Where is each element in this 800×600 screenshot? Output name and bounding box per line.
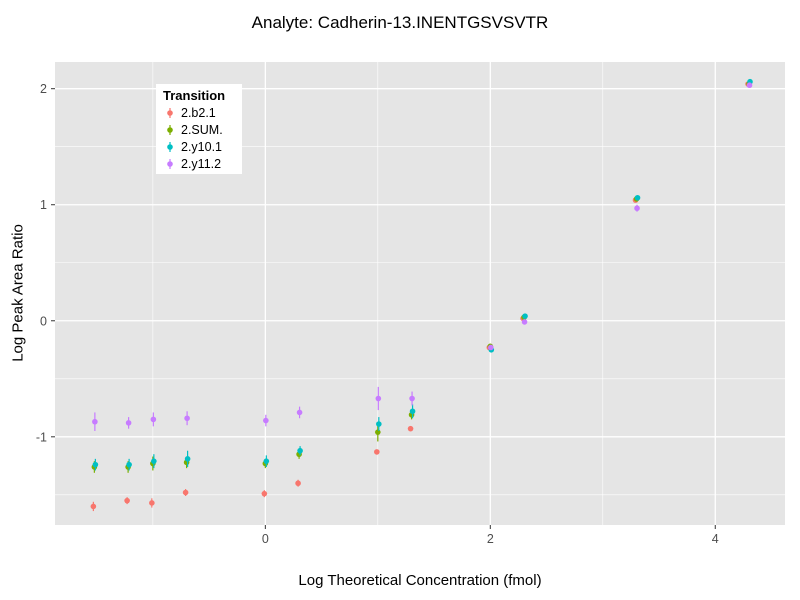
data-point [297, 447, 303, 454]
y-tick-label: 0 [40, 314, 47, 328]
data-point [149, 500, 155, 506]
data-point [634, 194, 641, 201]
data-point [126, 461, 132, 468]
data-point [261, 490, 268, 497]
data-point [184, 415, 190, 422]
y-tick-label: 2 [40, 82, 47, 96]
x-axis-label: Log Theoretical Concentration (fmol) [298, 572, 542, 589]
data-point [375, 395, 382, 402]
data-point [375, 429, 381, 435]
data-point [409, 395, 415, 402]
data-point [263, 458, 270, 464]
data-point [374, 449, 380, 455]
x-tick-label: 2 [487, 532, 494, 546]
data-point [151, 458, 157, 464]
data-point [376, 421, 382, 427]
data-point [488, 344, 494, 351]
data-point [296, 409, 303, 416]
data-point [407, 425, 414, 432]
legend-item-label: 2.b2.1 [181, 106, 216, 120]
y-tick-label: -1 [36, 430, 47, 444]
data-point [182, 489, 189, 496]
data-point [521, 319, 528, 325]
legend-key-point [167, 110, 173, 116]
chart-title: Analyte: Cadherin-13.INENTGSVSVTR [251, 13, 549, 32]
x-tick-label: 4 [712, 532, 719, 546]
data-point [150, 416, 157, 423]
data-point [295, 480, 301, 487]
y-tick-label: 1 [40, 198, 47, 212]
x-tick-label: 0 [262, 532, 269, 546]
legend-item-label: 2.y11.2 [181, 157, 221, 171]
data-point [409, 408, 416, 415]
legend-title: Transition [163, 88, 225, 103]
legend-key-point [167, 161, 173, 167]
legend-item-label: 2.SUM. [181, 123, 223, 137]
data-point [522, 313, 528, 319]
legend-key-point [167, 127, 173, 133]
legend-item-label: 2.y10.1 [181, 140, 222, 154]
data-point [263, 417, 269, 424]
data-point [92, 418, 98, 425]
data-point [90, 503, 97, 510]
data-point [634, 205, 640, 212]
data-point [746, 82, 753, 89]
data-point [125, 420, 132, 426]
data-point [124, 497, 130, 504]
legend-key-point [167, 144, 173, 150]
data-point [92, 461, 99, 468]
data-point [184, 456, 191, 462]
